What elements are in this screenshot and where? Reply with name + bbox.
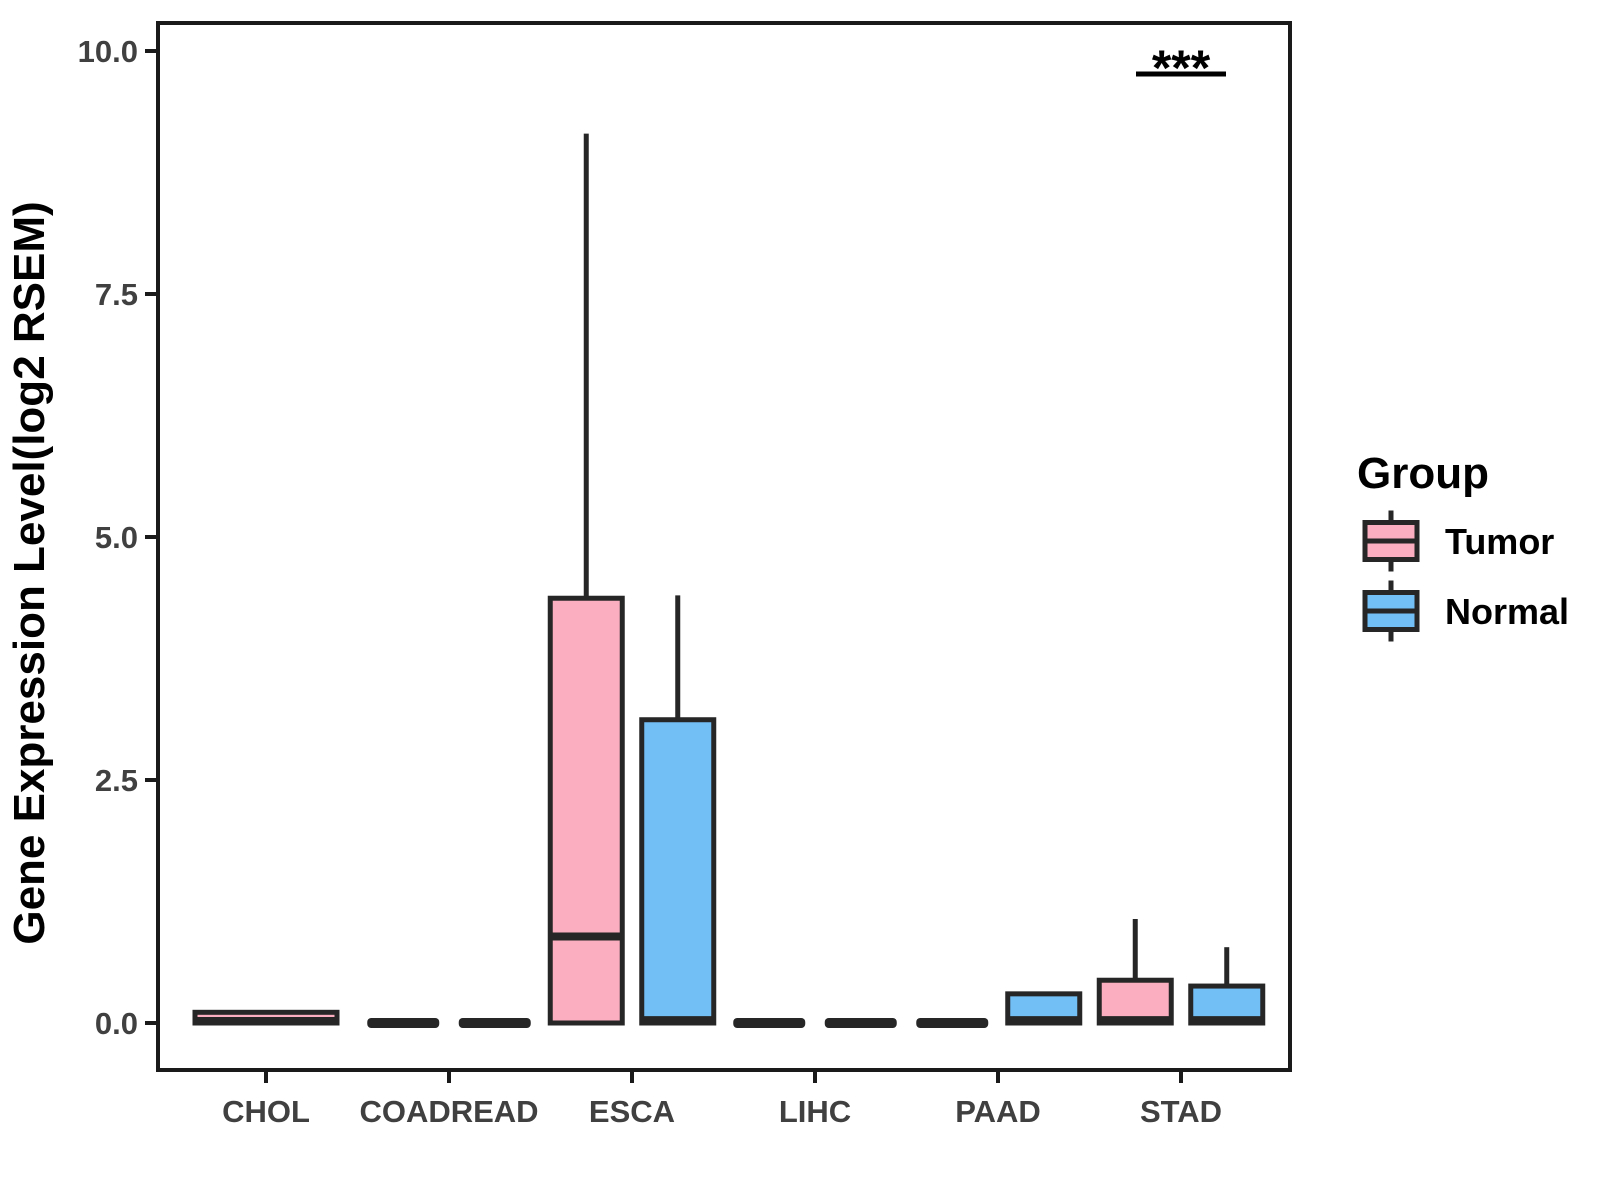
legend-label-tumor: Tumor bbox=[1445, 521, 1554, 562]
legend-label-normal: Normal bbox=[1445, 591, 1569, 632]
flat-box-LIHC-Tumor bbox=[733, 1018, 806, 1028]
legend-key-normal bbox=[1362, 580, 1420, 642]
flat-box-COADREAD-Normal bbox=[458, 1018, 531, 1028]
x-axis-tick-label: LIHC bbox=[779, 1094, 851, 1129]
flat-box-COADREAD-Tumor bbox=[367, 1018, 440, 1028]
y-axis-title: Gene Expression Level(log2 RSEM) bbox=[5, 201, 54, 944]
y-axis-tick-label: 2.5 bbox=[95, 763, 138, 798]
box-STAD-Tumor bbox=[1096, 977, 1174, 1026]
legend-title: Group bbox=[1357, 449, 1489, 498]
legend-key-tumor bbox=[1362, 510, 1420, 572]
box-ESCA-Tumor bbox=[547, 595, 625, 1026]
significance-stars: *** bbox=[1152, 40, 1211, 96]
box-ESCA-Normal bbox=[639, 717, 717, 1026]
y-axis-tick-label: 10.0 bbox=[78, 34, 138, 69]
x-axis-tick-label: PAAD bbox=[955, 1094, 1041, 1129]
panel-border bbox=[156, 21, 1292, 1072]
x-axis-tick-label: COADREAD bbox=[359, 1094, 538, 1129]
x-axis-tick-label: STAD bbox=[1140, 1094, 1222, 1129]
x-axis-tick-label: CHOL bbox=[222, 1094, 310, 1129]
y-axis-tick-label: 0.0 bbox=[95, 1006, 138, 1041]
flat-box-LIHC-Normal bbox=[824, 1018, 897, 1028]
flat-box-PAAD-Tumor bbox=[916, 1018, 989, 1028]
x-axis-tick-label: ESCA bbox=[589, 1094, 675, 1129]
y-axis-tick-label: 5.0 bbox=[95, 520, 138, 555]
y-axis-tick-label: 7.5 bbox=[95, 277, 138, 312]
